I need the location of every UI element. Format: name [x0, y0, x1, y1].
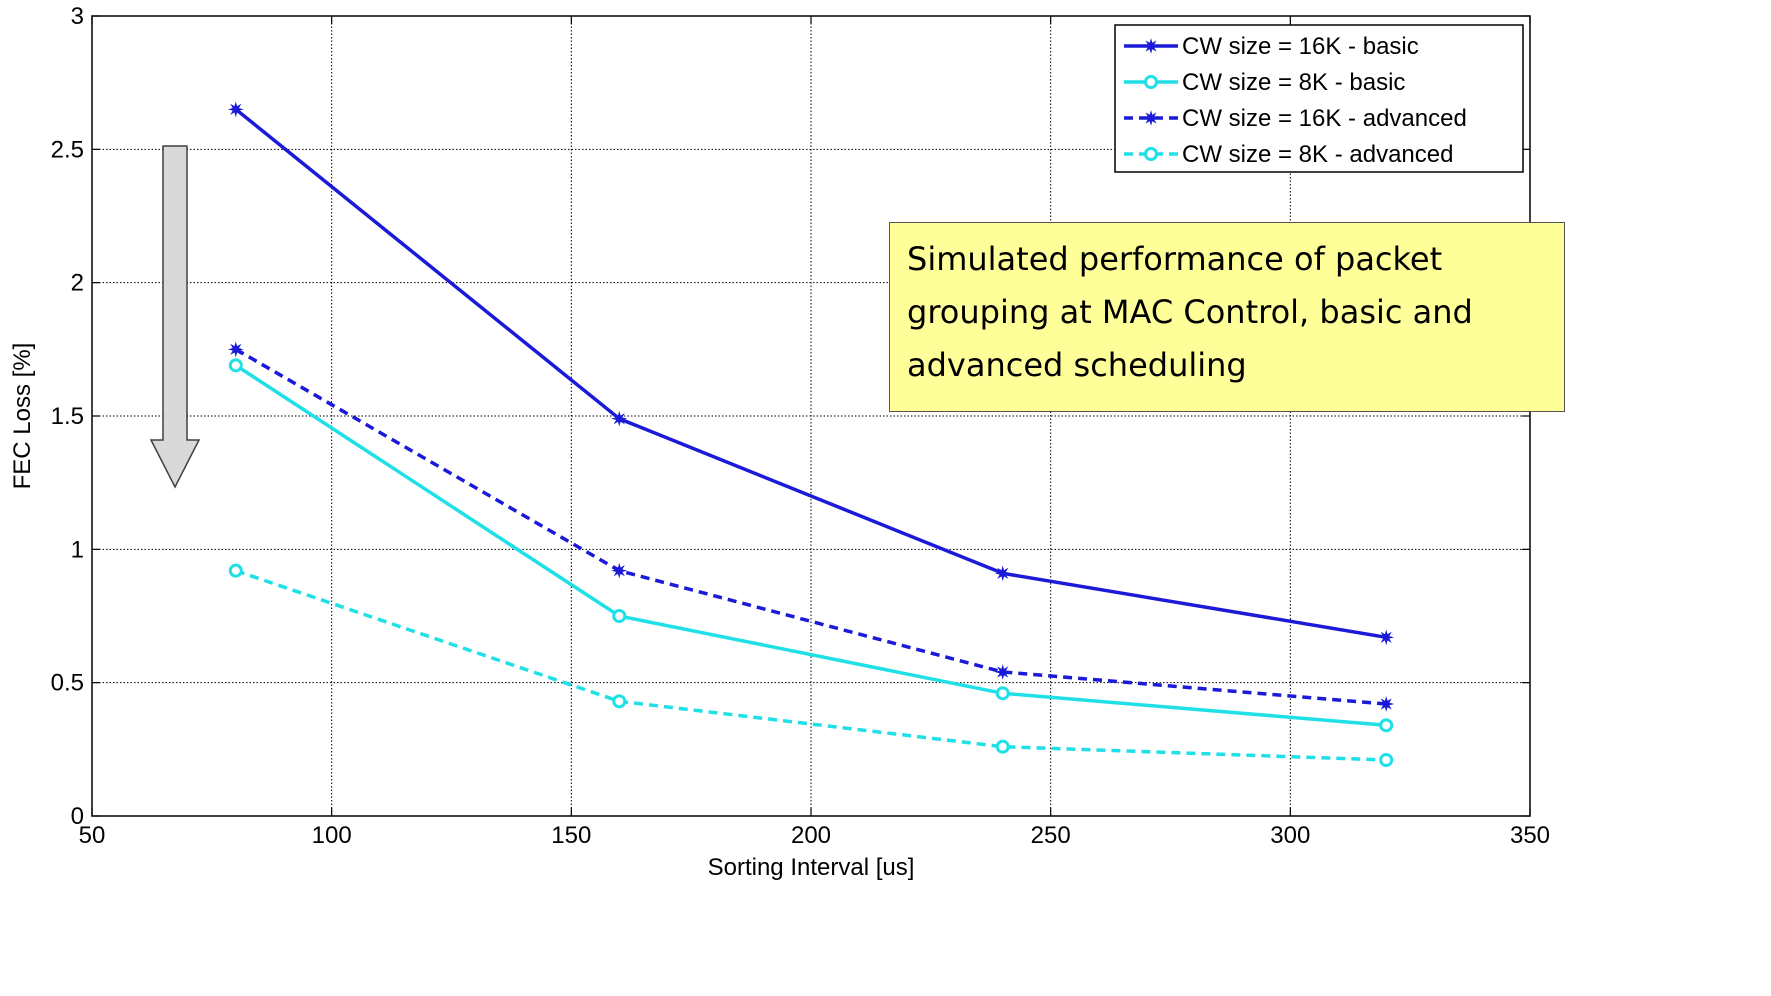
data-point	[228, 563, 243, 578]
down-arrow-icon	[149, 145, 201, 489]
tick-labels: 50 100 150 200 250 300 350 0 0.5 1 1.5 2 2.5 3	[51, 3, 1550, 849]
data-point	[994, 565, 1011, 582]
data-point	[611, 410, 628, 427]
x-tick-label: 250	[1031, 822, 1071, 849]
legend-item: CW size = 8K - advanced	[1124, 141, 1453, 168]
data-point	[995, 739, 1010, 754]
series-line	[235, 569, 1387, 762]
x-tick-label: 350	[1510, 822, 1550, 849]
series-1	[227, 101, 1395, 646]
series-line	[234, 107, 1387, 640]
x-tick-label: 150	[551, 822, 591, 849]
data-point	[227, 341, 244, 358]
data-point	[611, 562, 628, 579]
y-tick-label: 0	[71, 803, 84, 830]
y-tick-label: 0.5	[51, 670, 84, 697]
legend-label: CW size = 8K - basic	[1182, 69, 1405, 96]
data-point	[227, 101, 244, 118]
series-layer	[227, 101, 1395, 767]
series-line	[234, 363, 1387, 728]
data-point	[995, 686, 1010, 701]
legend: CW size = 16K - basic CW size = 8K - basi…	[1114, 24, 1524, 173]
y-axis-label: FEC Loss [%]	[9, 343, 36, 490]
y-tick-label: 2.5	[51, 136, 84, 163]
legend-item: CW size = 16K - advanced	[1124, 105, 1467, 132]
legend-box	[1114, 24, 1524, 173]
y-tick-label: 2	[71, 270, 84, 297]
data-point	[228, 358, 243, 373]
data-point	[1379, 753, 1394, 767]
data-point	[612, 609, 627, 623]
legend-marker	[1144, 147, 1158, 161]
legend-label: CW size = 8K - advanced	[1182, 141, 1453, 168]
series-2	[228, 358, 1394, 733]
x-tick-label: 50	[79, 822, 106, 849]
x-axis-label: Sorting Interval [us]	[708, 854, 915, 881]
x-tick-label: 300	[1270, 822, 1310, 849]
legend-marker	[1144, 75, 1158, 89]
legend-label: CW size = 16K - advanced	[1182, 105, 1467, 132]
x-tick-label: 200	[791, 822, 831, 849]
annotation-callout: Simulated performance of packet grouping…	[889, 222, 1565, 412]
legend-item: CW size = 8K - basic	[1124, 69, 1405, 96]
legend-marker	[1143, 38, 1159, 54]
data-point	[994, 664, 1011, 680]
legend-item: CW size = 16K - basic	[1124, 33, 1419, 60]
data-point	[1378, 629, 1395, 646]
series-3	[227, 341, 1395, 712]
y-tick-label: 3	[71, 3, 84, 30]
data-point	[1378, 696, 1395, 712]
x-tick-label: 100	[312, 822, 352, 849]
legend-marker	[1143, 110, 1159, 126]
data-point	[1379, 718, 1394, 733]
legend-label: CW size = 16K - basic	[1182, 33, 1419, 60]
data-point	[612, 694, 627, 709]
y-tick-label: 1.5	[51, 403, 84, 430]
y-tick-label: 1	[71, 536, 84, 563]
series-4	[228, 563, 1394, 767]
axis-ticks	[91, 15, 1531, 817]
